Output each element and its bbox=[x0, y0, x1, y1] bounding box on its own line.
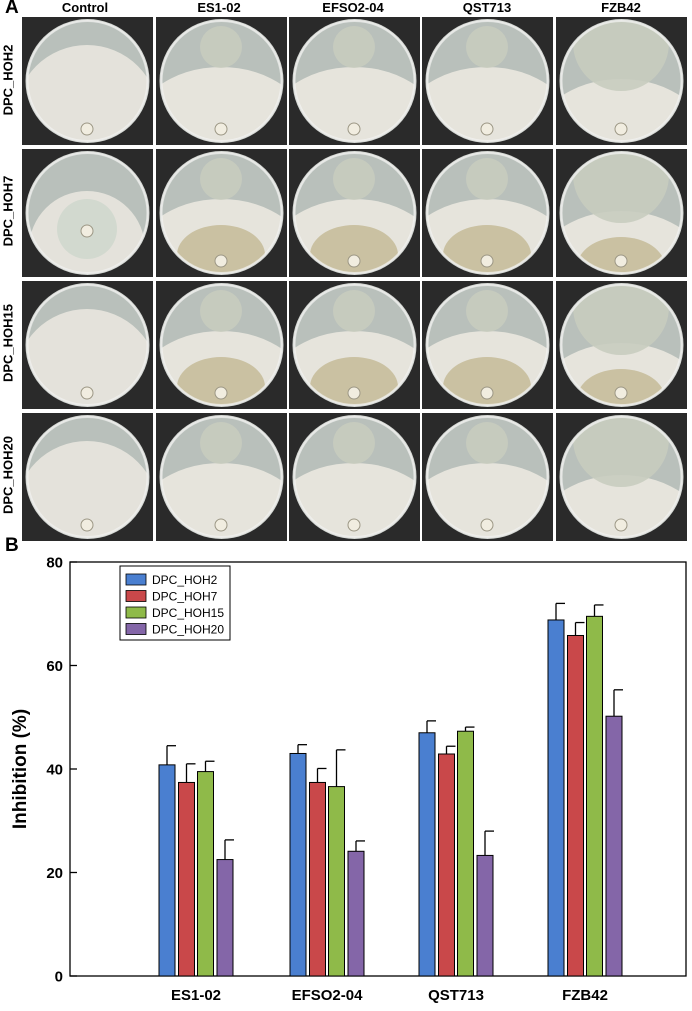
petri-dish bbox=[556, 281, 687, 409]
y-tick-label: 20 bbox=[46, 865, 63, 882]
bar bbox=[309, 781, 326, 977]
petri-dish bbox=[556, 17, 687, 145]
x-axis: ES1-02 EFSO2-04 QST713 FZB42 bbox=[171, 987, 608, 1004]
bar bbox=[547, 619, 565, 977]
y-tick-label: 80 bbox=[46, 555, 63, 572]
column-header-fzb42: FZB42 bbox=[601, 0, 641, 15]
petri-dish bbox=[22, 17, 153, 145]
column-header-qst713: QST713 bbox=[462, 0, 512, 15]
legend-swatch bbox=[125, 573, 147, 586]
legend-swatch bbox=[125, 623, 147, 635]
row-header-dpc-hoh2: DPC_HOH2 bbox=[0, 44, 16, 116]
column-header-control: Control bbox=[61, 0, 109, 15]
petri-dish bbox=[156, 17, 287, 145]
bar bbox=[328, 786, 345, 977]
legend: DPC_HOH2 DPC_HOH7 DPC_HOH15 DPC_HOH20 bbox=[119, 565, 231, 641]
x-tick-label: EFSO2-04 bbox=[292, 987, 364, 1004]
column-header-es1-02: ES1-02 bbox=[197, 0, 241, 15]
bar bbox=[158, 764, 176, 977]
bar bbox=[567, 634, 584, 977]
row-header-dpc-hoh15: DPC_HOH15 bbox=[0, 303, 16, 383]
petri-dish bbox=[289, 281, 420, 409]
bar bbox=[418, 732, 436, 977]
bar bbox=[289, 752, 307, 977]
bar bbox=[178, 781, 195, 977]
bar bbox=[438, 753, 455, 977]
legend-swatch bbox=[125, 590, 147, 602]
legend-label: DPC_HOH15 bbox=[152, 606, 224, 620]
petri-dish bbox=[422, 17, 553, 145]
bar bbox=[605, 715, 623, 977]
legend-label: DPC_HOH7 bbox=[152, 590, 218, 604]
petri-dish bbox=[556, 413, 687, 541]
y-axis: 0 20 40 60 80 bbox=[46, 555, 77, 986]
y-tick-label: 60 bbox=[46, 658, 63, 675]
x-tick-label: ES1-02 bbox=[171, 987, 221, 1004]
petri-dish bbox=[22, 149, 153, 277]
inhibition-bar-chart: Inhibition (%) 0 20 40 60 80 ES1-02 EFSO2-04 Q… bbox=[10, 555, 687, 1004]
petri-dish bbox=[289, 17, 420, 145]
bar bbox=[586, 615, 603, 977]
x-tick-label: QST713 bbox=[428, 987, 484, 1004]
bar bbox=[216, 859, 234, 977]
legend-label: DPC_HOH2 bbox=[152, 573, 218, 587]
bar-series bbox=[158, 602, 623, 977]
petri-dish bbox=[156, 281, 287, 409]
petri-dish bbox=[422, 413, 553, 541]
petri-dish bbox=[156, 413, 287, 541]
y-tick-label: 40 bbox=[46, 762, 63, 779]
petri-dish bbox=[422, 281, 553, 409]
petri-dish bbox=[289, 413, 420, 541]
bar bbox=[347, 850, 365, 977]
bar bbox=[197, 771, 214, 977]
legend-swatch bbox=[125, 606, 147, 619]
x-tick-label: FZB42 bbox=[562, 987, 608, 1004]
petri-dish bbox=[22, 281, 153, 409]
petri-dish bbox=[22, 413, 153, 541]
y-axis-label: Inhibition (%) bbox=[10, 709, 31, 829]
bar bbox=[457, 730, 474, 977]
panel-a-label: A bbox=[5, 0, 19, 18]
legend-label: DPC_HOH20 bbox=[152, 623, 224, 637]
petri-dish bbox=[422, 149, 553, 277]
bar bbox=[476, 854, 494, 977]
panel-b-label: B bbox=[5, 535, 19, 556]
petri-dish bbox=[156, 149, 287, 277]
petri-dish bbox=[556, 149, 687, 277]
column-header-efso2-04: EFSO2-04 bbox=[322, 0, 384, 15]
petri-dish bbox=[289, 149, 420, 277]
row-header-dpc-hoh20: DPC_HOH20 bbox=[0, 435, 16, 515]
row-header-dpc-hoh7: DPC_HOH7 bbox=[0, 175, 16, 247]
y-tick-label: 0 bbox=[55, 969, 63, 986]
